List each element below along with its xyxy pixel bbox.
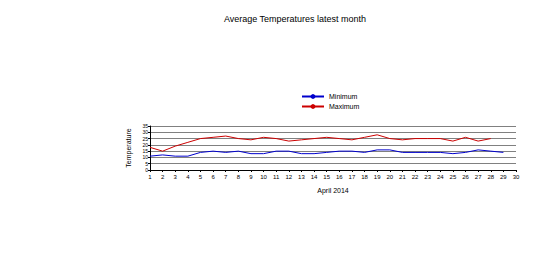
svg-text:Average Temperatures latest mo: Average Temperatures latest month bbox=[224, 14, 366, 24]
svg-text:14: 14 bbox=[311, 174, 318, 180]
svg-text:27: 27 bbox=[475, 174, 482, 180]
svg-text:8: 8 bbox=[237, 174, 241, 180]
svg-text:28: 28 bbox=[487, 174, 494, 180]
svg-text:0: 0 bbox=[145, 167, 148, 173]
svg-text:2: 2 bbox=[161, 174, 165, 180]
svg-text:25: 25 bbox=[450, 174, 457, 180]
svg-text:12: 12 bbox=[285, 174, 292, 180]
svg-text:20: 20 bbox=[386, 174, 393, 180]
svg-text:18: 18 bbox=[361, 174, 368, 180]
svg-text:10: 10 bbox=[260, 174, 267, 180]
svg-text:30: 30 bbox=[513, 174, 520, 180]
svg-text:13: 13 bbox=[298, 174, 305, 180]
svg-text:24: 24 bbox=[437, 174, 444, 180]
svg-text:7: 7 bbox=[224, 174, 228, 180]
svg-text:5: 5 bbox=[199, 174, 203, 180]
svg-text:29: 29 bbox=[500, 174, 507, 180]
svg-text:21: 21 bbox=[399, 174, 406, 180]
svg-text:30: 30 bbox=[142, 129, 148, 135]
svg-text:17: 17 bbox=[349, 174, 356, 180]
svg-text:15: 15 bbox=[142, 148, 148, 154]
svg-text:4: 4 bbox=[186, 174, 190, 180]
svg-text:26: 26 bbox=[462, 174, 469, 180]
svg-text:20: 20 bbox=[142, 142, 148, 148]
svg-text:16: 16 bbox=[336, 174, 343, 180]
svg-text:9: 9 bbox=[249, 174, 253, 180]
svg-text:Temperature: Temperature bbox=[125, 128, 133, 167]
svg-text:Maximum: Maximum bbox=[329, 103, 360, 110]
svg-text:23: 23 bbox=[424, 174, 431, 180]
svg-text:35: 35 bbox=[142, 123, 148, 129]
svg-text:1: 1 bbox=[148, 174, 152, 180]
svg-text:25: 25 bbox=[142, 136, 148, 142]
svg-text:10: 10 bbox=[142, 154, 148, 160]
svg-text:5: 5 bbox=[145, 161, 148, 167]
svg-text:19: 19 bbox=[374, 174, 381, 180]
svg-text:6: 6 bbox=[211, 174, 215, 180]
svg-text:15: 15 bbox=[323, 174, 330, 180]
svg-text:Minimum: Minimum bbox=[329, 93, 358, 100]
svg-text:3: 3 bbox=[174, 174, 178, 180]
svg-text:11: 11 bbox=[273, 174, 280, 180]
svg-text:April 2014: April 2014 bbox=[317, 187, 349, 195]
svg-text:22: 22 bbox=[412, 174, 419, 180]
